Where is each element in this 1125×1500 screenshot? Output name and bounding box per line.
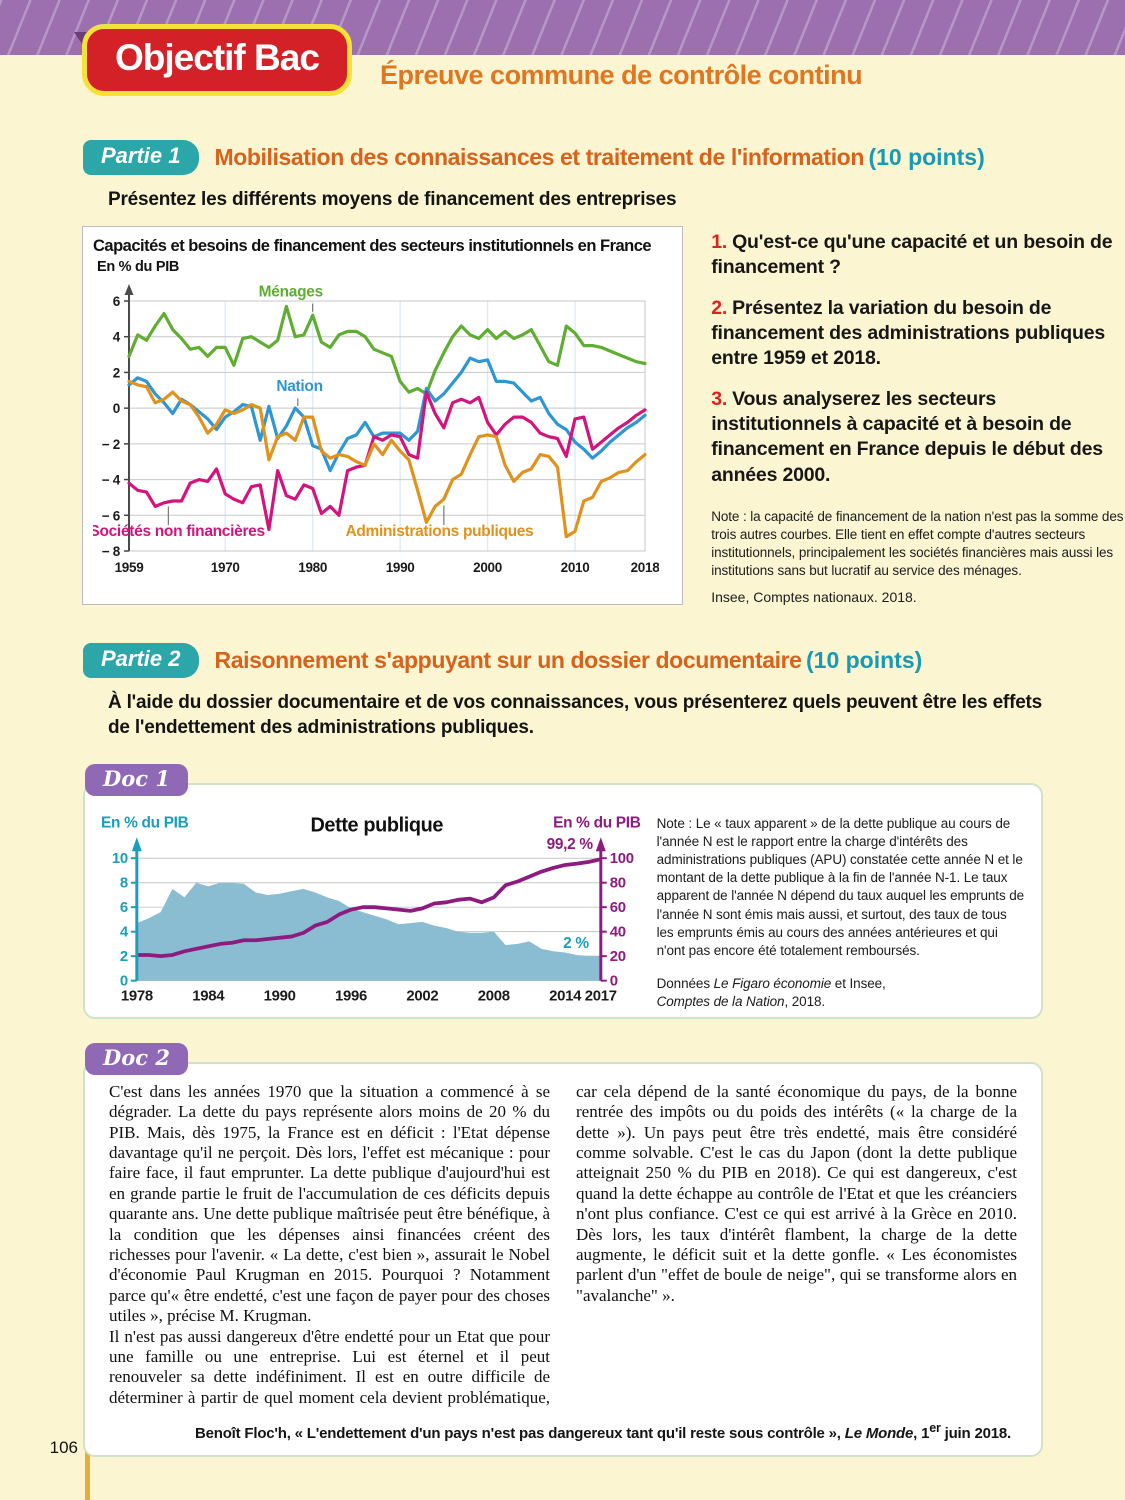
doc1-source-pre: Données <box>656 975 714 991</box>
chart1-source: Insee, Comptes nationaux. 2018. <box>711 588 917 605</box>
svg-text:0: 0 <box>113 401 120 416</box>
part2-instruction: À l'aide du dossier documentaire et de v… <box>108 691 1043 739</box>
doc1-box: 0 2 4 6 8 10 0 20 40 60 80 100 1978 1984 1990 1996 2002 2… <box>83 783 1043 1019</box>
part2-title: Raisonnement s'appuyant sur un dossier d… <box>214 646 802 673</box>
svg-text:2002: 2002 <box>406 988 438 1005</box>
svg-text:80: 80 <box>610 875 626 892</box>
svg-text:0: 0 <box>120 973 128 990</box>
svg-text:6: 6 <box>120 899 128 916</box>
question-2-text: Présentez la variation du besoin de fina… <box>711 296 1106 370</box>
svg-text:1970: 1970 <box>211 560 240 575</box>
svg-text:2018: 2018 <box>631 560 659 575</box>
svg-text:1980: 1980 <box>298 560 327 575</box>
question-3: 3. Vous analyserez les secteurs instituti… <box>711 387 1125 488</box>
svg-text:2008: 2008 <box>478 988 510 1005</box>
doc2-citation-pre: Benoît Floc'h, « L'endettement d'un pays… <box>194 1424 845 1442</box>
svg-text:2010: 2010 <box>561 560 590 575</box>
doc2-section: Doc 2 C'est dans les années 1970 que la … <box>83 1042 1043 1458</box>
svg-text:1978: 1978 <box>121 988 153 1005</box>
svg-text:1959: 1959 <box>115 560 144 575</box>
question-3-number: 3. <box>711 387 728 410</box>
svg-text:1990: 1990 <box>264 988 296 1005</box>
doc1-source-post: , 2018. <box>784 993 826 1009</box>
doc1-source-mid: et Insee, <box>831 975 886 991</box>
svg-text:Ménages: Ménages <box>259 284 323 301</box>
part2-badge: Partie 2 <box>83 642 199 678</box>
svg-text:2 %: 2 % <box>563 935 589 952</box>
page-number: 106 <box>49 1438 78 1457</box>
svg-text:100: 100 <box>610 850 634 867</box>
question-2: 2. Présentez la variation du besoin de fi… <box>711 296 1125 372</box>
svg-text:0: 0 <box>610 973 618 990</box>
doc2-paragraph-1: C'est dans les années 1970 que la situat… <box>109 1081 550 1326</box>
svg-text:− 4: − 4 <box>102 473 121 488</box>
svg-text:1984: 1984 <box>192 988 225 1005</box>
doc2-citation-post: juin 2018. <box>940 1424 1012 1442</box>
svg-text:Nation: Nation <box>276 378 322 395</box>
svg-text:1990: 1990 <box>386 560 415 575</box>
svg-text:99,2 %: 99,2 % <box>547 836 594 853</box>
question-1-text: Qu'est-ce qu'une capacité et un besoin d… <box>711 231 1113 279</box>
doc2-citation: Benoît Floc'h, « L'endettement d'un pays… <box>109 1420 1017 1444</box>
svg-text:2000: 2000 <box>473 560 502 575</box>
doc2-box: C'est dans les années 1970 que la situat… <box>83 1061 1043 1458</box>
svg-text:1996: 1996 <box>335 988 367 1005</box>
doc2-badge: Doc 2 <box>85 1042 188 1075</box>
doc2-paragraph-2: Il n'est pas aussi dangereux d'être ende… <box>109 1081 1017 1407</box>
question-1: 1. Qu'est-ce qu'une capacité et un besoin… <box>711 230 1125 281</box>
svg-text:20: 20 <box>610 948 626 965</box>
doc1-source-italic2: Comptes de la Nation <box>656 993 785 1009</box>
svg-text:2017: 2017 <box>585 988 617 1005</box>
svg-text:60: 60 <box>610 899 626 916</box>
svg-text:En % du PIB: En % du PIB <box>101 814 189 831</box>
doc2-citation-italic: Le Monde <box>844 1424 914 1442</box>
svg-text:En % du PIB: En % du PIB <box>553 814 641 831</box>
exam-subtitle: Épreuve commune de contrôle continu <box>380 60 863 90</box>
chart1-title: Capacités et besoins de financement des … <box>93 237 652 256</box>
doc1-section: Doc 1 0 2 4 6 8 10 0 20 40 60 80 100 1978 1984 1990 199… <box>83 764 1043 1019</box>
doc1-badge: Doc 1 <box>85 764 188 797</box>
svg-text:2: 2 <box>120 948 128 965</box>
svg-text:− 8: − 8 <box>102 544 121 559</box>
chart1-box: Capacités et besoins de financement des … <box>82 226 684 605</box>
chart1-unit-label: En % du PIB <box>97 259 180 276</box>
doc2-citation-sup: er <box>929 1420 941 1435</box>
svg-text:4: 4 <box>120 924 129 941</box>
doc1-source: Données Le Figaro économie et Insee, Com… <box>657 975 1027 1011</box>
svg-text:40: 40 <box>610 924 626 941</box>
svg-text:Dette publique: Dette publique <box>310 814 443 836</box>
objectif-bac-badge: Objectif Bac <box>82 24 352 96</box>
svg-text:2014: 2014 <box>549 988 582 1005</box>
part1-title: Mobilisation des connaissances et traite… <box>214 144 865 170</box>
svg-text:6: 6 <box>113 294 121 309</box>
doc2-citation-mid: , 1 <box>913 1424 930 1442</box>
doc1-source-italic1: Le Figaro économie <box>713 975 832 991</box>
part2-header-row: Partie 2 Raisonnement s'appuyant sur un … <box>83 642 1125 678</box>
svg-text:8: 8 <box>120 875 128 892</box>
doc1-note-column: Note : Le « taux apparent » de la dette … <box>657 801 1027 1011</box>
part1-header-row: Partie 1 Mobilisation des connaissances … <box>83 140 1125 175</box>
page-edge-bar <box>85 1447 90 1500</box>
part1-content-row: Capacités et besoins de financement des … <box>82 226 1125 605</box>
svg-text:2: 2 <box>113 366 120 381</box>
svg-text:10: 10 <box>112 850 128 867</box>
svg-text:Administrations publiques: Administrations publiques <box>345 523 533 540</box>
doc1-note-text: Note : Le « taux apparent » de la dette … <box>656 816 1025 958</box>
svg-text:− 6: − 6 <box>102 508 121 523</box>
part1-instruction: Présentez les différents moyens de finan… <box>108 189 677 210</box>
svg-text:4: 4 <box>113 330 121 345</box>
part1-points: (10 points) <box>868 144 985 170</box>
question-3-text: Vous analyserez les secteurs institution… <box>711 387 1103 486</box>
part1-questions-column: 1. Qu'est-ce qu'une capacité et un besoin… <box>711 226 1125 605</box>
doc2-text-columns: C'est dans les années 1970 que la situat… <box>109 1082 1017 1412</box>
chart1-note: Note : la capacité de financement de la … <box>711 509 1124 579</box>
question-2-number: 2. <box>711 296 728 319</box>
svg-text:Sociétés non financières: Sociétés non financières <box>93 523 265 540</box>
svg-text:− 2: − 2 <box>102 437 120 452</box>
part2-points: (10 points) <box>806 646 923 673</box>
question-1-number: 1. <box>711 231 728 254</box>
part1-badge: Partie 1 <box>83 140 199 175</box>
